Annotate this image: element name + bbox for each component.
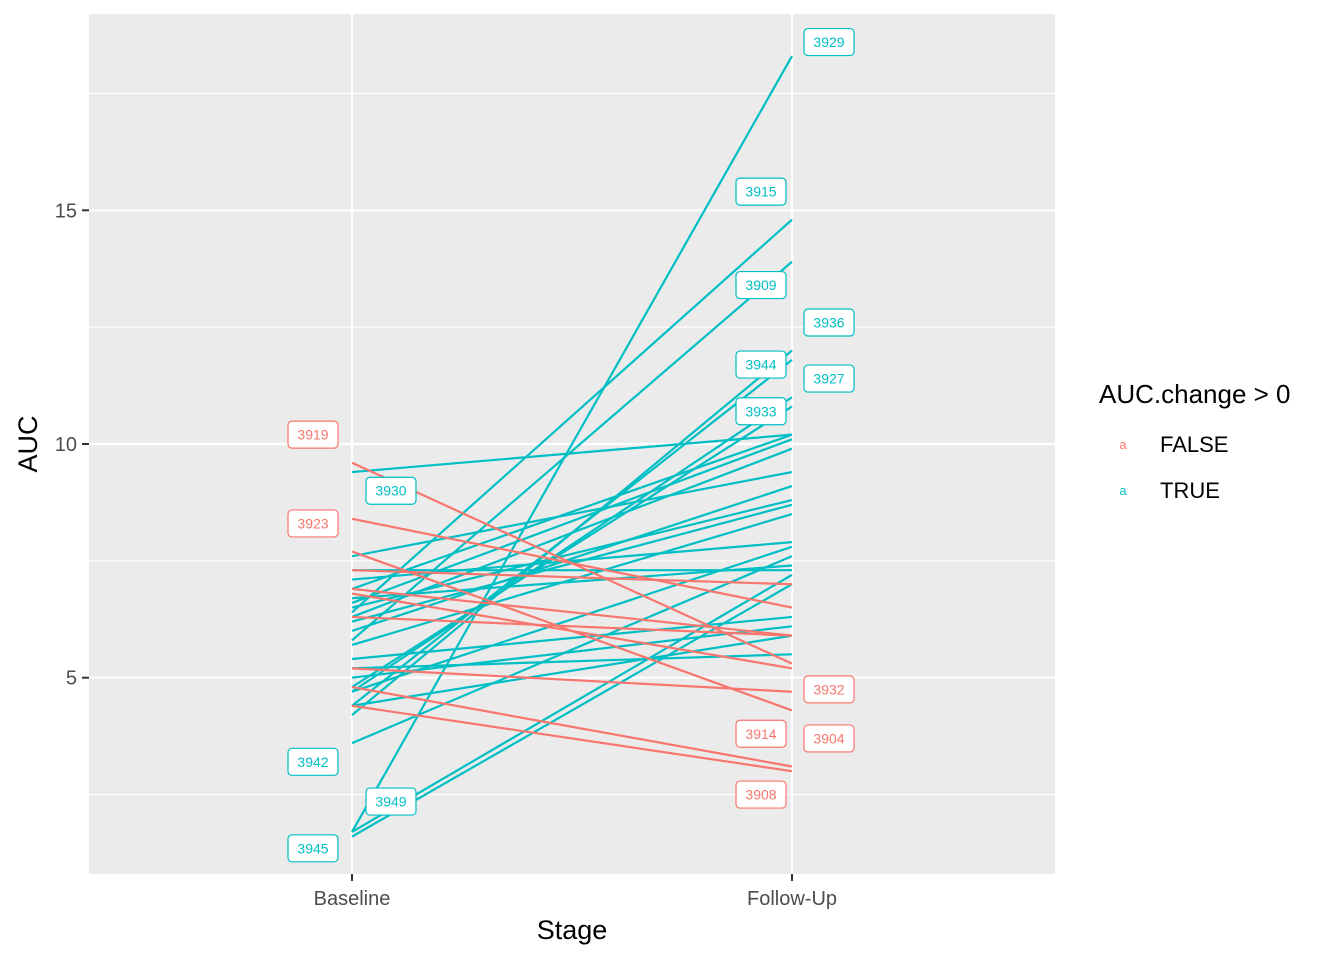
legend-title: AUC.change > 0 xyxy=(1099,379,1291,409)
point-label-text: 3933 xyxy=(745,403,776,419)
point-label-text: 3914 xyxy=(745,726,776,742)
series-line-3949 xyxy=(351,573,793,833)
point-label-3942: 3942 xyxy=(287,747,339,776)
series-line-3945 xyxy=(351,583,793,838)
point-label-box xyxy=(287,509,339,538)
point-label-box xyxy=(803,675,855,704)
legend-key: a xyxy=(1119,483,1127,498)
point-label-3923: 3923 xyxy=(287,509,339,538)
point-label-box xyxy=(803,308,855,337)
point-label-text: 3945 xyxy=(297,840,328,856)
series-line-t13 xyxy=(351,438,793,604)
series-line-t25 xyxy=(351,625,793,679)
series-line-f10 xyxy=(351,615,793,637)
point-label-3904: 3904 xyxy=(803,724,855,753)
series-line-t17 xyxy=(351,499,793,609)
series-line-3930 xyxy=(351,433,793,474)
point-label-3932: 3932 xyxy=(803,675,855,704)
series-line-t19 xyxy=(351,513,793,647)
point-label-3914: 3914 xyxy=(735,719,787,748)
series-line-3927 xyxy=(351,405,793,688)
y-tick-label: 10 xyxy=(55,434,77,456)
point-label-text: 3930 xyxy=(375,483,406,499)
series-line-t24 xyxy=(351,615,793,661)
point-label-box xyxy=(803,27,855,57)
point-label-box xyxy=(735,780,787,809)
series-line-f8 xyxy=(351,587,793,637)
point-label-text: 3915 xyxy=(745,184,776,200)
point-label-text: 3929 xyxy=(813,34,844,50)
axes: 5 10 15 Baseline Follow-Up xyxy=(55,200,837,910)
point-label-text: 3923 xyxy=(297,515,328,531)
series-line-t26 xyxy=(351,634,793,707)
point-label-text: 3944 xyxy=(745,357,776,373)
point-label-text: 3927 xyxy=(813,371,844,387)
series-line-f9 xyxy=(351,592,793,670)
series-line-3933 xyxy=(351,396,793,693)
point-label-3949: 3949 xyxy=(365,787,417,816)
point-label-box xyxy=(803,364,855,393)
point-label-3933: 3933 xyxy=(735,397,787,426)
point-label-3929: 3929 xyxy=(803,27,855,57)
point-label-3909: 3909 xyxy=(735,270,787,300)
point-label-box xyxy=(365,787,417,816)
legend-entry-true: a TRUE xyxy=(1119,478,1220,503)
point-label-3930: 3930 xyxy=(365,476,417,505)
y-tick-label: 15 xyxy=(55,200,77,222)
point-label-text: 3949 xyxy=(375,794,406,810)
x-tick-label: Baseline xyxy=(314,888,391,910)
point-label-box xyxy=(803,724,855,753)
series-line-f7 xyxy=(351,569,793,586)
point-label-text: 3919 xyxy=(297,427,328,443)
point-label-box xyxy=(735,270,787,300)
series-lines xyxy=(351,55,793,838)
point-label-box xyxy=(287,420,339,449)
point-label-box xyxy=(735,177,787,206)
point-label-3927: 3927 xyxy=(803,364,855,393)
point-label-text: 3942 xyxy=(297,754,328,770)
x-tick-label: Follow-Up xyxy=(747,888,837,910)
series-line-3929 xyxy=(351,55,793,833)
series-line-3932 xyxy=(351,667,793,693)
y-tick-label: 5 xyxy=(66,668,77,690)
point-label-text: 3932 xyxy=(813,681,844,697)
legend-entry-false: a FALSE xyxy=(1119,432,1228,457)
series-line-3942 xyxy=(351,555,793,745)
point-label-3908: 3908 xyxy=(735,780,787,809)
point-label-3944: 3944 xyxy=(735,350,787,379)
point-label-3945: 3945 xyxy=(287,834,339,863)
series-line-t15 xyxy=(351,470,793,558)
point-label-box xyxy=(287,747,339,776)
series-line-3908 xyxy=(351,704,793,773)
series-line-t12 xyxy=(351,433,793,590)
series-line-3923 xyxy=(351,517,793,609)
legend-label: FALSE xyxy=(1160,432,1228,457)
legend: AUC.change > 0 a FALSE a TRUE xyxy=(1099,379,1291,503)
point-label-box xyxy=(365,476,417,505)
point-label-3936: 3936 xyxy=(803,308,855,337)
point-label-box xyxy=(287,834,339,863)
point-label-box xyxy=(735,350,787,379)
y-axis-title: AUC xyxy=(13,415,43,472)
point-label-3919: 3919 xyxy=(287,420,339,449)
x-axis-title: Stage xyxy=(537,915,608,945)
point-labels: 3919 3923 3930 3942 3949 3945 3929 3915 3909 3936… xyxy=(287,27,855,863)
point-label-box xyxy=(735,719,787,748)
legend-key: a xyxy=(1119,437,1127,452)
point-label-text: 3904 xyxy=(813,730,844,746)
legend-label: TRUE xyxy=(1160,478,1220,503)
point-label-text: 3908 xyxy=(745,787,776,803)
point-label-box xyxy=(735,397,787,426)
point-label-text: 3909 xyxy=(745,277,776,293)
series-line-3904 xyxy=(351,685,793,768)
point-label-3915: 3915 xyxy=(735,177,787,206)
point-label-text: 3936 xyxy=(813,314,844,330)
series-line-3915 xyxy=(351,218,793,614)
